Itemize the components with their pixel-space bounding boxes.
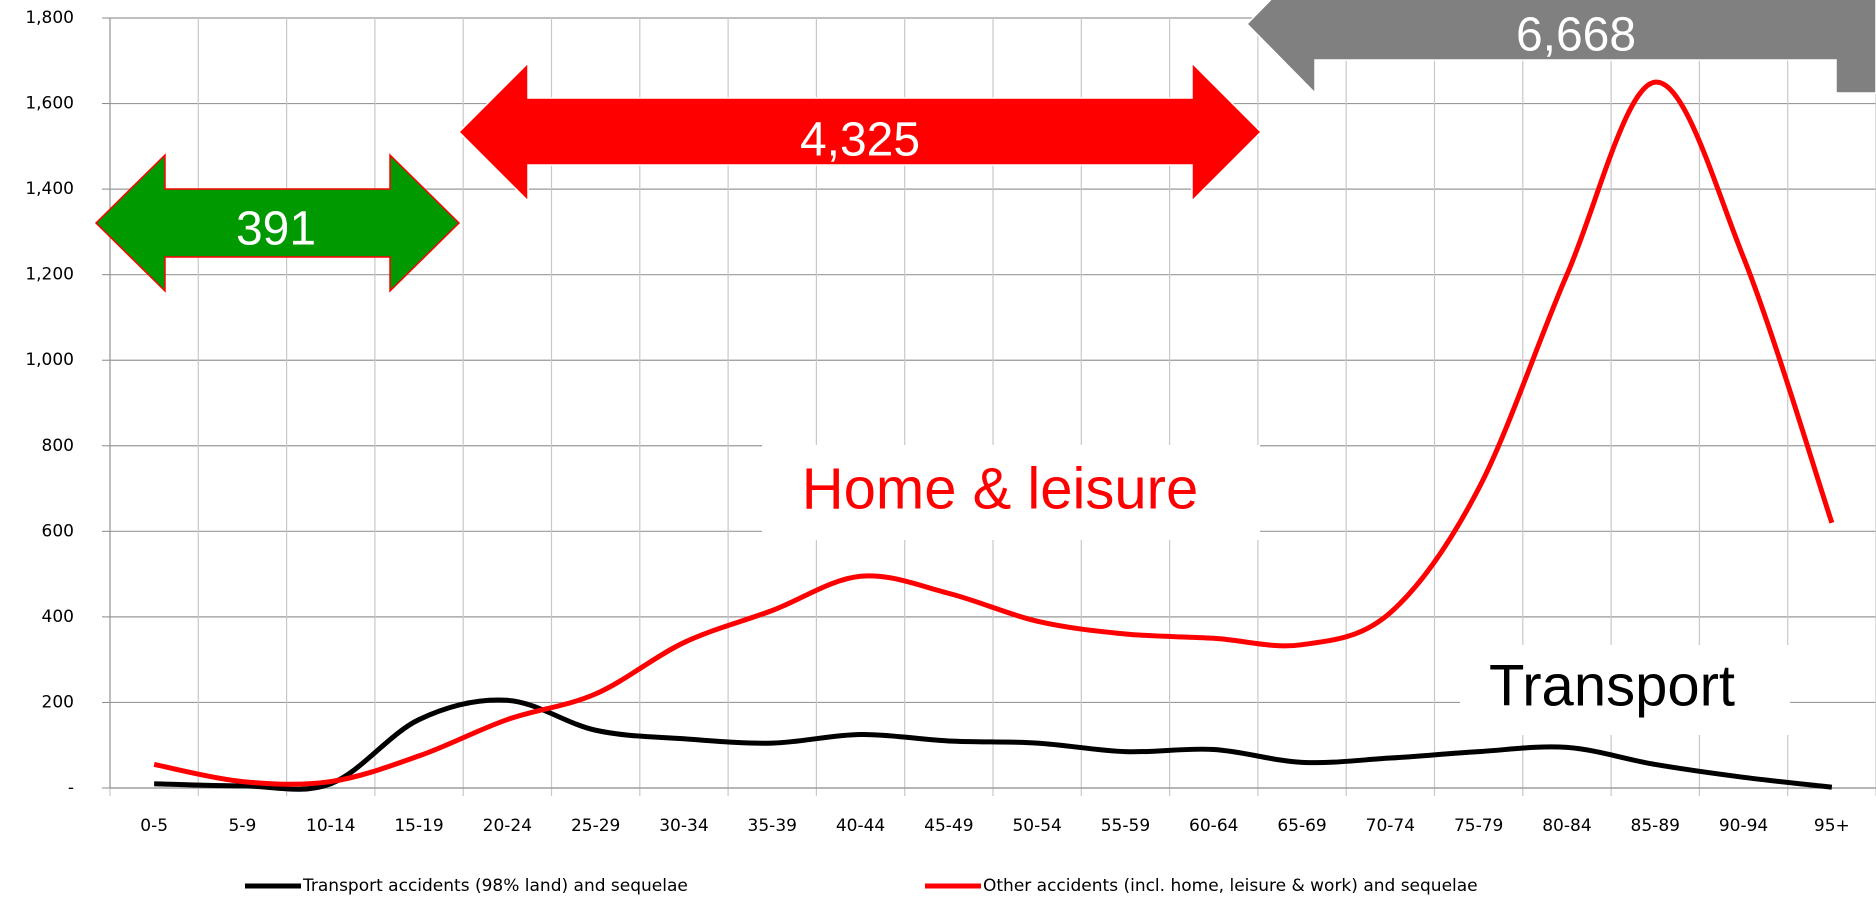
y-tick-label: 200	[42, 692, 74, 712]
y-tick-label: 1,200	[25, 265, 74, 285]
y-tick-label: 600	[42, 521, 74, 541]
arrow-gray	[1245, 0, 1876, 95]
y-tick-label: 1,800	[25, 8, 74, 28]
legend-label: Other accidents (incl. home, leisure & w…	[983, 876, 1478, 896]
x-tick-label: 85-89	[1631, 816, 1680, 836]
x-tick-label: 10-14	[306, 816, 355, 836]
x-tick-label: 75-79	[1454, 816, 1503, 836]
annotation-label: 391	[236, 203, 316, 256]
series-line	[153, 79, 1835, 787]
x-tick-label: 60-64	[1189, 816, 1238, 836]
x-tick-label: 40-44	[836, 816, 885, 836]
legend-label: Transport accidents (98% land) and seque…	[302, 876, 688, 896]
arrow-green	[94, 153, 461, 293]
x-tick-label: 45-49	[924, 816, 973, 836]
y-tick-label: 1,000	[25, 350, 74, 370]
annotation-label: Transport	[1489, 653, 1735, 718]
series-line	[154, 697, 1833, 792]
x-tick-label: 35-39	[748, 816, 797, 836]
x-tick-label: 5-9	[229, 816, 257, 836]
x-tick-label: 0-5	[140, 816, 168, 836]
y-tick-label: -	[68, 778, 74, 798]
y-tick-label: 1,400	[25, 179, 74, 199]
lines	[153, 79, 1835, 792]
x-tick-label: 80-84	[1542, 816, 1591, 836]
label-background	[1460, 645, 1790, 735]
x-tick-label: 30-34	[659, 816, 708, 836]
x-tick-label: 70-74	[1366, 816, 1415, 836]
x-tick-label: 55-59	[1101, 816, 1150, 836]
x-tick-label: 20-24	[483, 816, 532, 836]
x-tick-label: 95+	[1814, 816, 1850, 836]
y-tick-label: 1,600	[25, 94, 74, 114]
annotation-label: 6,668	[1516, 9, 1636, 62]
x-tick-label: 90-94	[1719, 816, 1768, 836]
x-tick-label: 50-54	[1012, 816, 1061, 836]
y-tick-label: 400	[42, 607, 74, 627]
label-background	[762, 445, 1260, 540]
annotation-label: Home & leisure	[802, 456, 1198, 521]
x-tick-label: 15-19	[394, 816, 443, 836]
x-tick-label: 25-29	[571, 816, 620, 836]
arrow-red	[457, 61, 1263, 203]
x-tick-label: 65-69	[1277, 816, 1326, 836]
annotation-label: 4,325	[800, 114, 920, 167]
y-tick-label: 800	[42, 436, 74, 456]
